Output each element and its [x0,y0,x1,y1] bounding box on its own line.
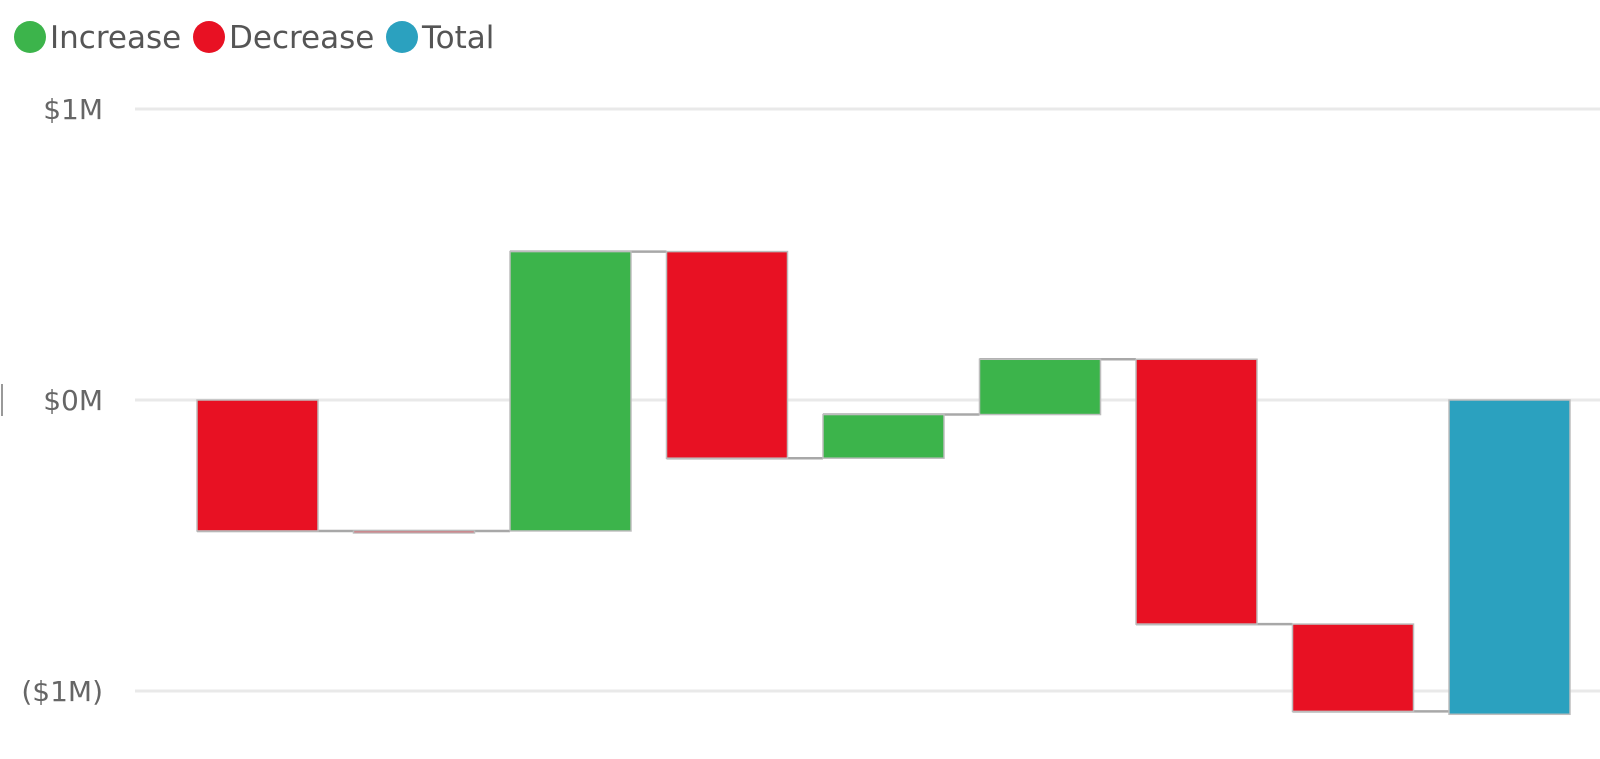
bar-increase [822,413,945,459]
bar-decrease [196,399,319,532]
bar-decrease [352,530,476,534]
legend-marker-total [386,21,418,53]
bar-increase [978,358,1102,416]
connectors [197,250,1449,713]
legend-label-total: Total [421,20,494,56]
bars [196,250,1571,716]
bar-decrease [665,250,789,459]
bar-decrease [1135,358,1258,625]
y-tick-label: $1M [43,93,103,126]
gridlines [135,107,1600,693]
legend-marker-increase [14,21,46,53]
y-tick-label: ($1M) [21,675,103,708]
bar-decrease [1291,623,1415,713]
y-tick-label: $0M [43,384,103,417]
legend: Increase Decrease Total [14,20,494,56]
bar-total [1448,399,1571,716]
y-axis: $1M $0M ($1M) [21,93,103,708]
bar-increase [509,250,632,532]
legend-marker-decrease [193,21,225,53]
legend-label-decrease: Decrease [229,20,374,56]
legend-label-increase: Increase [50,20,181,56]
